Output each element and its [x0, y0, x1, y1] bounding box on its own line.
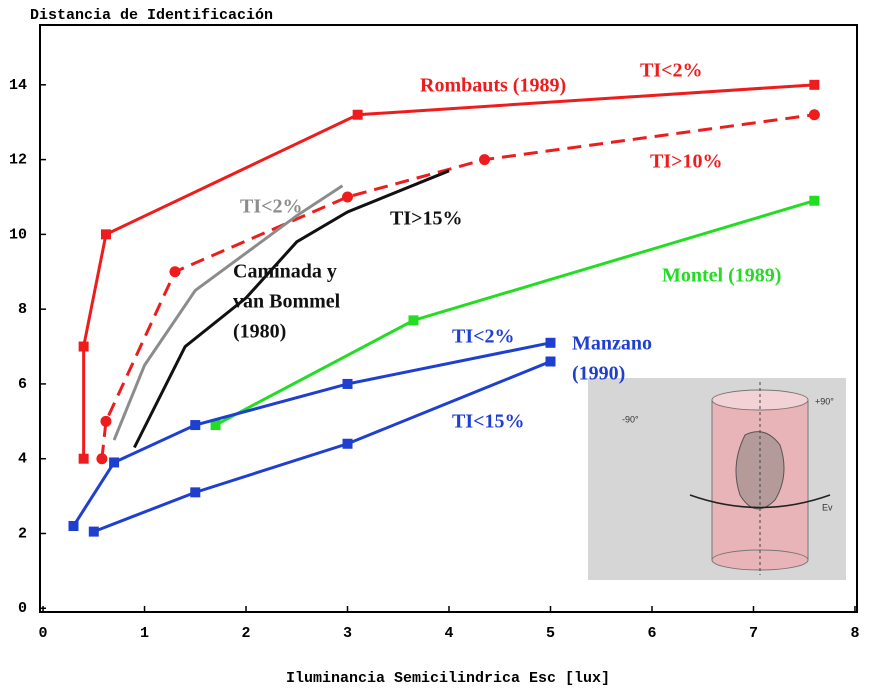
x-tick-label: 2	[242, 625, 251, 642]
inset-label: +90°	[815, 396, 834, 406]
marker	[68, 521, 78, 531]
x-tick-label: 3	[343, 625, 352, 642]
marker	[89, 527, 99, 537]
inset-figure	[588, 378, 846, 580]
marker	[79, 454, 89, 464]
marker	[96, 453, 107, 464]
annotation: van Bommel	[233, 291, 341, 313]
inset-label: Ev	[822, 502, 833, 512]
marker	[809, 80, 819, 90]
y-tick-label: 10	[9, 226, 27, 243]
annotation: (1990)	[572, 363, 625, 385]
annotation: Caminada y	[233, 261, 337, 283]
annotation: TI<2%	[640, 60, 703, 82]
marker	[109, 457, 119, 467]
marker	[479, 154, 490, 165]
marker	[79, 342, 89, 352]
marker	[190, 487, 200, 497]
y-tick-label: 6	[18, 376, 27, 393]
marker	[408, 315, 418, 325]
x-tick-label: 0	[39, 625, 48, 642]
marker	[353, 110, 363, 120]
x-tick-label: 1	[140, 625, 149, 642]
marker	[342, 191, 353, 202]
marker	[809, 196, 819, 206]
annotation: TI<15%	[452, 411, 525, 433]
x-tick-label: 4	[444, 625, 453, 642]
y-tick-label: 2	[18, 525, 27, 542]
y-tick-label: 0	[18, 600, 27, 617]
marker	[343, 439, 353, 449]
marker	[545, 356, 555, 366]
annotation: (1980)	[233, 321, 286, 343]
marker	[190, 420, 200, 430]
annotation: Rombauts (1989)	[420, 75, 566, 97]
y-tick-label: 8	[18, 301, 27, 318]
y-tick-label: 14	[9, 77, 27, 94]
chart: Distancia de Identificación Iluminancia …	[0, 0, 871, 691]
x-tick-label: 5	[546, 625, 555, 642]
inset-label: -90°	[622, 414, 639, 424]
annotation: TI<2%	[240, 196, 303, 218]
y-tick-label: 12	[9, 152, 27, 169]
marker	[100, 416, 111, 427]
x-tick-label: 6	[647, 625, 656, 642]
marker	[343, 379, 353, 389]
annotation: Manzano	[572, 333, 652, 355]
y-tick-label: 4	[18, 451, 27, 468]
annotation: Montel (1989)	[662, 265, 781, 287]
annotation: TI<2%	[452, 326, 515, 348]
marker	[809, 109, 820, 120]
x-tick-label: 8	[850, 625, 859, 642]
series-line	[94, 361, 551, 531]
chart-title: Distancia de Identificación	[30, 7, 273, 24]
annotation: TI>10%	[650, 151, 723, 173]
marker	[169, 266, 180, 277]
x-tick-label: 7	[749, 625, 758, 642]
marker	[101, 229, 111, 239]
x-axis-label: Iluminancia Semicilindrica Esc [lux]	[286, 670, 610, 687]
annotation: TI>15%	[390, 208, 463, 230]
series-line	[73, 343, 550, 526]
marker	[545, 338, 555, 348]
